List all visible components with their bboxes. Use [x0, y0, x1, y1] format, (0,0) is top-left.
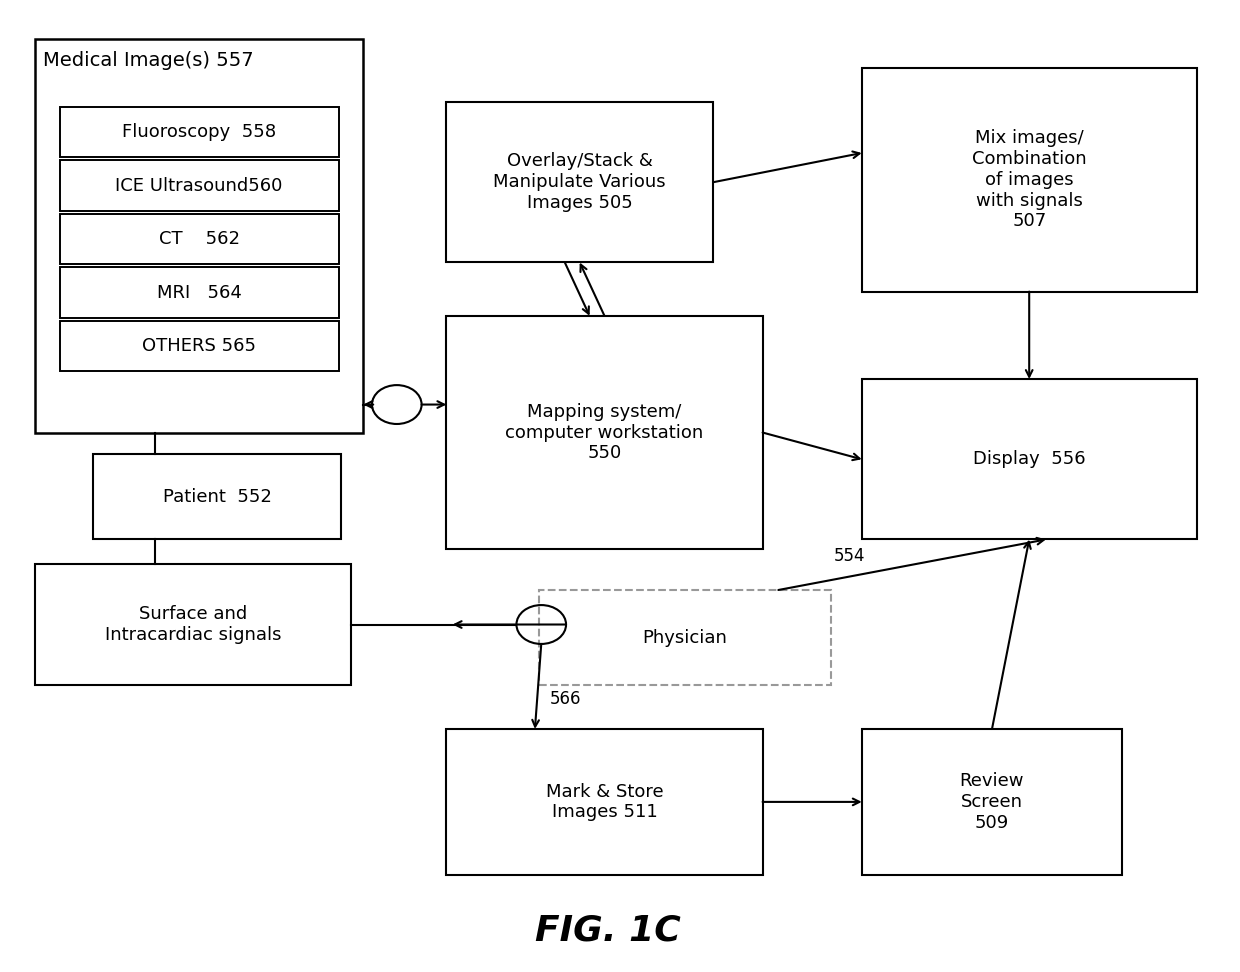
Text: Medical Image(s) 557: Medical Image(s) 557 — [43, 51, 254, 70]
Text: Review
Screen
509: Review Screen 509 — [960, 772, 1024, 832]
Text: ICE Ultrasound560: ICE Ultrasound560 — [115, 177, 283, 194]
Text: Physician: Physician — [642, 629, 728, 646]
Bar — [35, 564, 351, 685]
Text: MRI   564: MRI 564 — [156, 284, 242, 301]
Bar — [60, 107, 339, 157]
Bar — [446, 316, 763, 549]
Bar — [446, 102, 713, 262]
Text: Mapping system/
computer workstation
550: Mapping system/ computer workstation 550 — [506, 402, 703, 463]
Bar — [60, 267, 339, 318]
Text: OTHERS 565: OTHERS 565 — [143, 337, 255, 355]
Text: 566: 566 — [551, 689, 582, 708]
Bar — [862, 729, 1122, 875]
Text: 554: 554 — [835, 547, 866, 565]
Bar — [60, 214, 339, 264]
Bar — [862, 68, 1197, 292]
Text: FIG. 1C: FIG. 1C — [534, 914, 681, 948]
Text: Surface and
Intracardiac signals: Surface and Intracardiac signals — [104, 606, 281, 643]
Text: Mix images/
Combination
of images
with signals
507: Mix images/ Combination of images with s… — [972, 129, 1086, 230]
Bar — [446, 729, 763, 875]
Text: Overlay/Stack &
Manipulate Various
Images 505: Overlay/Stack & Manipulate Various Image… — [494, 153, 666, 212]
Bar — [35, 39, 363, 433]
Bar — [862, 379, 1197, 539]
Text: Display  556: Display 556 — [973, 450, 1085, 469]
Text: CT    562: CT 562 — [159, 230, 239, 248]
Bar — [60, 321, 339, 371]
Text: Fluoroscopy  558: Fluoroscopy 558 — [122, 123, 277, 141]
Bar — [539, 590, 831, 685]
Bar — [93, 454, 341, 539]
Bar — [60, 160, 339, 211]
Text: Mark & Store
Images 511: Mark & Store Images 511 — [546, 782, 663, 821]
Text: Patient  552: Patient 552 — [162, 488, 272, 505]
